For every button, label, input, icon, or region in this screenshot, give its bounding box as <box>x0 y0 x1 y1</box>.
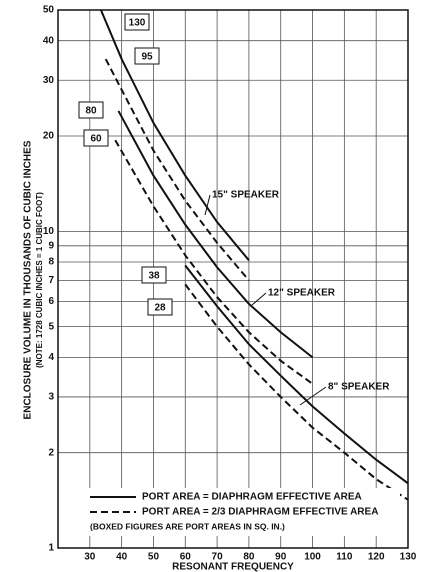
x-axis-title: RESONANT FREQUENCY <box>172 562 294 572</box>
series-line <box>100 9 250 261</box>
y-tick-label: 6 <box>48 296 54 307</box>
x-tick-label: 130 <box>400 552 417 563</box>
x-tick-label: 100 <box>304 552 321 563</box>
annotation: 15" SPEAKER <box>212 190 280 201</box>
annotation: 12" SPEAKER <box>268 288 336 299</box>
legend-background <box>84 488 400 536</box>
y-tick-label: 9 <box>48 240 54 251</box>
port-area-box <box>147 298 173 316</box>
y-axis-title: ENCLOSURE VOLUME IN THOUSANDS OF CUBIC I… <box>23 140 34 419</box>
series-line <box>184 283 409 501</box>
y-tick-label: 10 <box>43 226 55 237</box>
y-tick-label: 5 <box>48 321 54 332</box>
x-tick-label: 30 <box>84 552 96 563</box>
y-tick-label: 2 <box>48 447 54 458</box>
y-tick-label: 7 <box>48 275 54 286</box>
annotation-arrow <box>204 194 211 216</box>
y-tick-label: 50 <box>43 5 55 16</box>
plot-frame <box>57 9 409 549</box>
annotation-arrow <box>251 292 267 306</box>
port-area-box <box>134 47 160 65</box>
port-area-box <box>78 101 104 119</box>
port-area-label: 28 <box>154 303 166 314</box>
x-tick-label: 120 <box>368 552 385 563</box>
y-tick-label: 8 <box>48 257 54 268</box>
series-line <box>184 264 409 485</box>
x-tick-label: 40 <box>116 552 128 563</box>
y-tick-label: 3 <box>48 392 54 403</box>
x-tick-label: 80 <box>243 552 255 563</box>
annotation-arrow <box>299 386 327 406</box>
y-tick-label: 30 <box>43 75 55 86</box>
port-area-label: 38 <box>148 271 160 282</box>
port-area-label: 95 <box>141 52 153 63</box>
y-tick-label: 20 <box>43 131 55 142</box>
port-area-label: 80 <box>85 106 97 117</box>
x-tick-label: 70 <box>212 552 224 563</box>
series-line <box>114 139 314 385</box>
y-axis-note: (NOTE: 1728 CUBIC INCHES = 1 CUBIC FOOT) <box>35 192 44 368</box>
port-area-label: 60 <box>90 134 102 145</box>
legend-label: PORT AREA = 2/3 DIAPHRAGM EFFECTIVE AREA <box>142 507 378 518</box>
x-tick-label: 60 <box>180 552 192 563</box>
series-line <box>117 110 314 359</box>
series-line <box>104 58 250 282</box>
legend-label: PORT AREA = DIAPHRAGM EFFECTIVE AREA <box>142 492 362 503</box>
legend-note: (BOXED FIGURES ARE PORT AREAS IN SQ. IN.… <box>90 521 285 531</box>
y-tick-label: 40 <box>43 35 55 46</box>
y-tick-label: 4 <box>48 352 54 363</box>
port-area-box <box>124 13 150 31</box>
port-area-box <box>141 266 167 284</box>
annotation: 8" SPEAKER <box>328 382 390 393</box>
x-tick-label: 50 <box>148 552 160 563</box>
port-area-box <box>83 129 109 147</box>
port-area-label: 130 <box>129 18 146 29</box>
y-tick-label: 1 <box>48 543 54 554</box>
x-tick-label: 90 <box>275 552 287 563</box>
x-tick-label: 110 <box>336 552 353 563</box>
